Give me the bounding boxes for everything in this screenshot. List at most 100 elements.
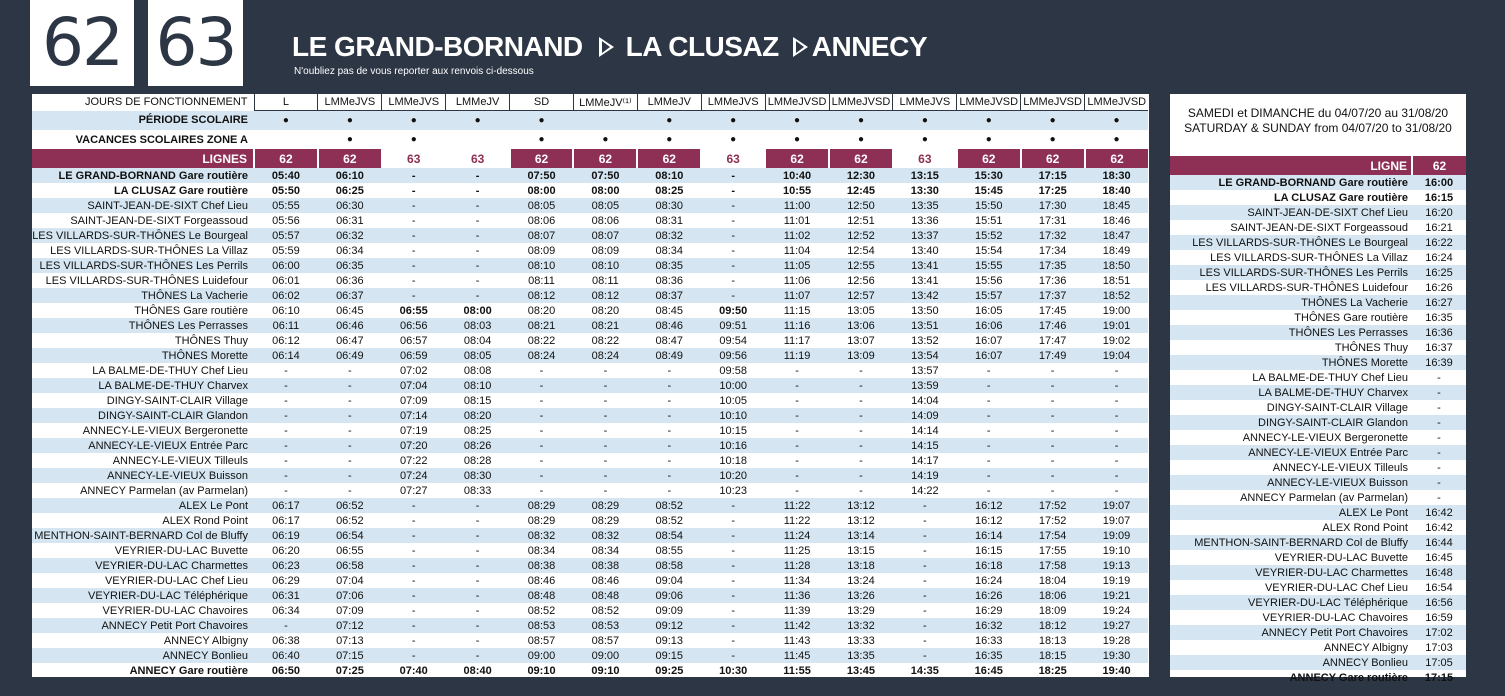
lines-row-cell: 62 bbox=[508, 149, 574, 168]
time-cell: 11:07 bbox=[765, 288, 830, 303]
time-cell: - bbox=[829, 378, 893, 393]
time-cell: 11:45 bbox=[765, 648, 830, 663]
time-cell: 14:09 bbox=[892, 408, 957, 423]
stop-name: LES VILLARDS-SUR-THÔNES Les Perrils bbox=[32, 258, 254, 273]
time-cell: - bbox=[603, 394, 608, 407]
lines-row-cell: 62 bbox=[253, 149, 318, 168]
time-cell: - bbox=[254, 438, 318, 453]
time-cell: - bbox=[411, 214, 416, 227]
time-cell: 17:15 bbox=[1020, 168, 1085, 183]
time-cell: 09:58 bbox=[719, 364, 747, 377]
table-row: THÔNES Les Perrasses 06:11 06:46 06:56 08:03… bbox=[32, 318, 1149, 333]
time-cell: - bbox=[381, 588, 446, 603]
time-cell: - bbox=[667, 394, 672, 407]
title-stop-3: ANNECY bbox=[811, 31, 928, 62]
time-cell: 17:30 bbox=[1020, 198, 1085, 213]
time-cell: 19:21 bbox=[1084, 588, 1149, 603]
table-row: VEYRIER-DU-LAC Téléphérique 06:31 07:06- -0… bbox=[32, 588, 1149, 603]
table-row: LE GRAND-BORNAND Gare routière 05:40 06:10… bbox=[32, 168, 1149, 183]
time-cell: - bbox=[254, 378, 318, 393]
time-cell: 19:09 bbox=[1084, 528, 1149, 543]
time-cell: - bbox=[731, 604, 736, 617]
time-cell: - bbox=[603, 484, 608, 497]
time-cell: 05:57 bbox=[254, 228, 318, 243]
time-cell: 17:52 bbox=[1038, 514, 1067, 527]
days-row-cell: LMMeJVSD bbox=[764, 94, 830, 111]
table-row: SAINT-JEAN-DE-SIXT Forgeassoud 05:56 06:31… bbox=[32, 213, 1148, 228]
time-cell: 16:56 bbox=[1412, 595, 1466, 610]
stop-name: ANNECY Bonlieu bbox=[32, 648, 254, 663]
time-cell: 17:05 bbox=[1412, 655, 1466, 670]
table-row: DINGY-SAINT-CLAIR Glandon - bbox=[1170, 415, 1466, 430]
stop-name: ANNECY Gare routière bbox=[1289, 671, 1408, 684]
time-cell: 13:33 bbox=[847, 634, 875, 647]
stop-name: ALEX Rond Point bbox=[162, 514, 248, 527]
time-cell: 08:45 bbox=[655, 304, 684, 317]
stop-name: VEYRIER-DU-LAC Buvette bbox=[1274, 551, 1408, 564]
table-row: VEYRIER-DU-LAC Chavoires 06:34 07:09 - - 08:5… bbox=[32, 603, 1148, 618]
days-row-cell: LMMeJVS bbox=[700, 94, 766, 111]
time-cell: - bbox=[475, 214, 480, 227]
time-cell: 13:06 bbox=[829, 318, 893, 333]
time-cell: 08:11 bbox=[528, 274, 555, 287]
time-cell: - bbox=[1050, 394, 1055, 407]
stop-name: VEYRIER-DU-LAC Téléphérique bbox=[32, 588, 254, 603]
time-cell: - bbox=[829, 438, 893, 453]
time-cell: 11:34 bbox=[783, 574, 811, 587]
time-cell: - bbox=[1114, 424, 1119, 437]
time-cell: - bbox=[1050, 484, 1055, 497]
time-cell: 08:24 bbox=[509, 348, 574, 363]
lines-row-cell: 62 bbox=[636, 149, 702, 168]
time-cell: 07:14 bbox=[381, 408, 446, 423]
time-cell: 06:38 bbox=[272, 634, 300, 647]
time-cell: 13:18 bbox=[829, 558, 893, 573]
time-cell: 09:15 bbox=[637, 648, 702, 663]
time-cell: 16:12 bbox=[956, 498, 1021, 513]
time-cell: - bbox=[411, 634, 416, 647]
time-cell: - bbox=[892, 498, 957, 513]
time-cell: - bbox=[381, 528, 446, 543]
time-cell: 08:26 bbox=[445, 438, 510, 453]
time-cell: 16:24 bbox=[974, 574, 1003, 587]
time-cell: 11:01 bbox=[783, 214, 811, 227]
weekday-timetable: JOURS DE FONCTIONNEMENT L LMMeJVS LMMeJVS LM… bbox=[32, 94, 1149, 678]
stop-name: VEYRIER-DU-LAC Charmettes bbox=[1170, 565, 1412, 580]
table-row: THÔNES Thuy 06:12 06:47 06:57 08:04 08:22 08:2… bbox=[32, 333, 1148, 348]
time-cell: 06:59 bbox=[381, 348, 446, 363]
school-holidays-row-cell: ● bbox=[857, 134, 864, 145]
time-cell: 08:04 bbox=[463, 334, 492, 347]
time-cell: - bbox=[317, 408, 382, 423]
table-row: THÔNES Morette 16:39 bbox=[1170, 355, 1466, 370]
time-cell: 13:12 bbox=[829, 498, 893, 513]
time-cell: 08:57 bbox=[527, 634, 556, 647]
time-cell: 06:30 bbox=[317, 198, 382, 213]
table-row: LES VILLARDS-SUR-THÔNES Les Perrils 06:00… bbox=[32, 258, 1149, 273]
table-row: LA BALME-DE-THUY Chef Lieu - bbox=[1170, 370, 1466, 385]
time-cell: 17:15 bbox=[1424, 671, 1454, 684]
time-cell: 09:25 bbox=[655, 664, 684, 677]
time-cell: - bbox=[892, 588, 957, 603]
school-period-row-cell: ● bbox=[1084, 110, 1149, 130]
time-cell: 16:37 bbox=[1425, 341, 1453, 354]
time-cell: 09:13 bbox=[655, 634, 684, 647]
time-cell: 08:10 bbox=[509, 258, 574, 273]
time-cell: 17:36 bbox=[1038, 274, 1067, 287]
time-cell: 14:17 bbox=[911, 454, 939, 467]
school-holidays-row-cell: ● bbox=[730, 134, 737, 145]
time-cell: 08:09 bbox=[591, 244, 620, 257]
days-row-cell: LMMeJVSD bbox=[956, 94, 1021, 111]
time-cell: 08:34 bbox=[591, 544, 620, 557]
school-holidays-row-cell bbox=[254, 130, 318, 149]
table-row: VEYRIER-DU-LAC Téléphérique 16:56 bbox=[1170, 595, 1466, 610]
time-cell: 17:03 bbox=[1425, 641, 1453, 654]
time-cell: 16:00 bbox=[1412, 175, 1466, 190]
days-row-cell: LMMeJVSD bbox=[1020, 94, 1085, 111]
school-holidays-row-cell: ● bbox=[410, 134, 417, 145]
stop-name: ANNECY-LE-VIEUX Entrée Parc bbox=[1170, 445, 1412, 460]
time-cell: 19:07 bbox=[1084, 498, 1149, 513]
time-cell: - bbox=[701, 168, 766, 183]
stop-name: VEYRIER-DU-LAC Charmettes bbox=[32, 558, 254, 573]
time-cell: - bbox=[411, 244, 416, 257]
time-cell: 10:00 bbox=[701, 378, 766, 393]
time-cell: - bbox=[923, 604, 927, 617]
